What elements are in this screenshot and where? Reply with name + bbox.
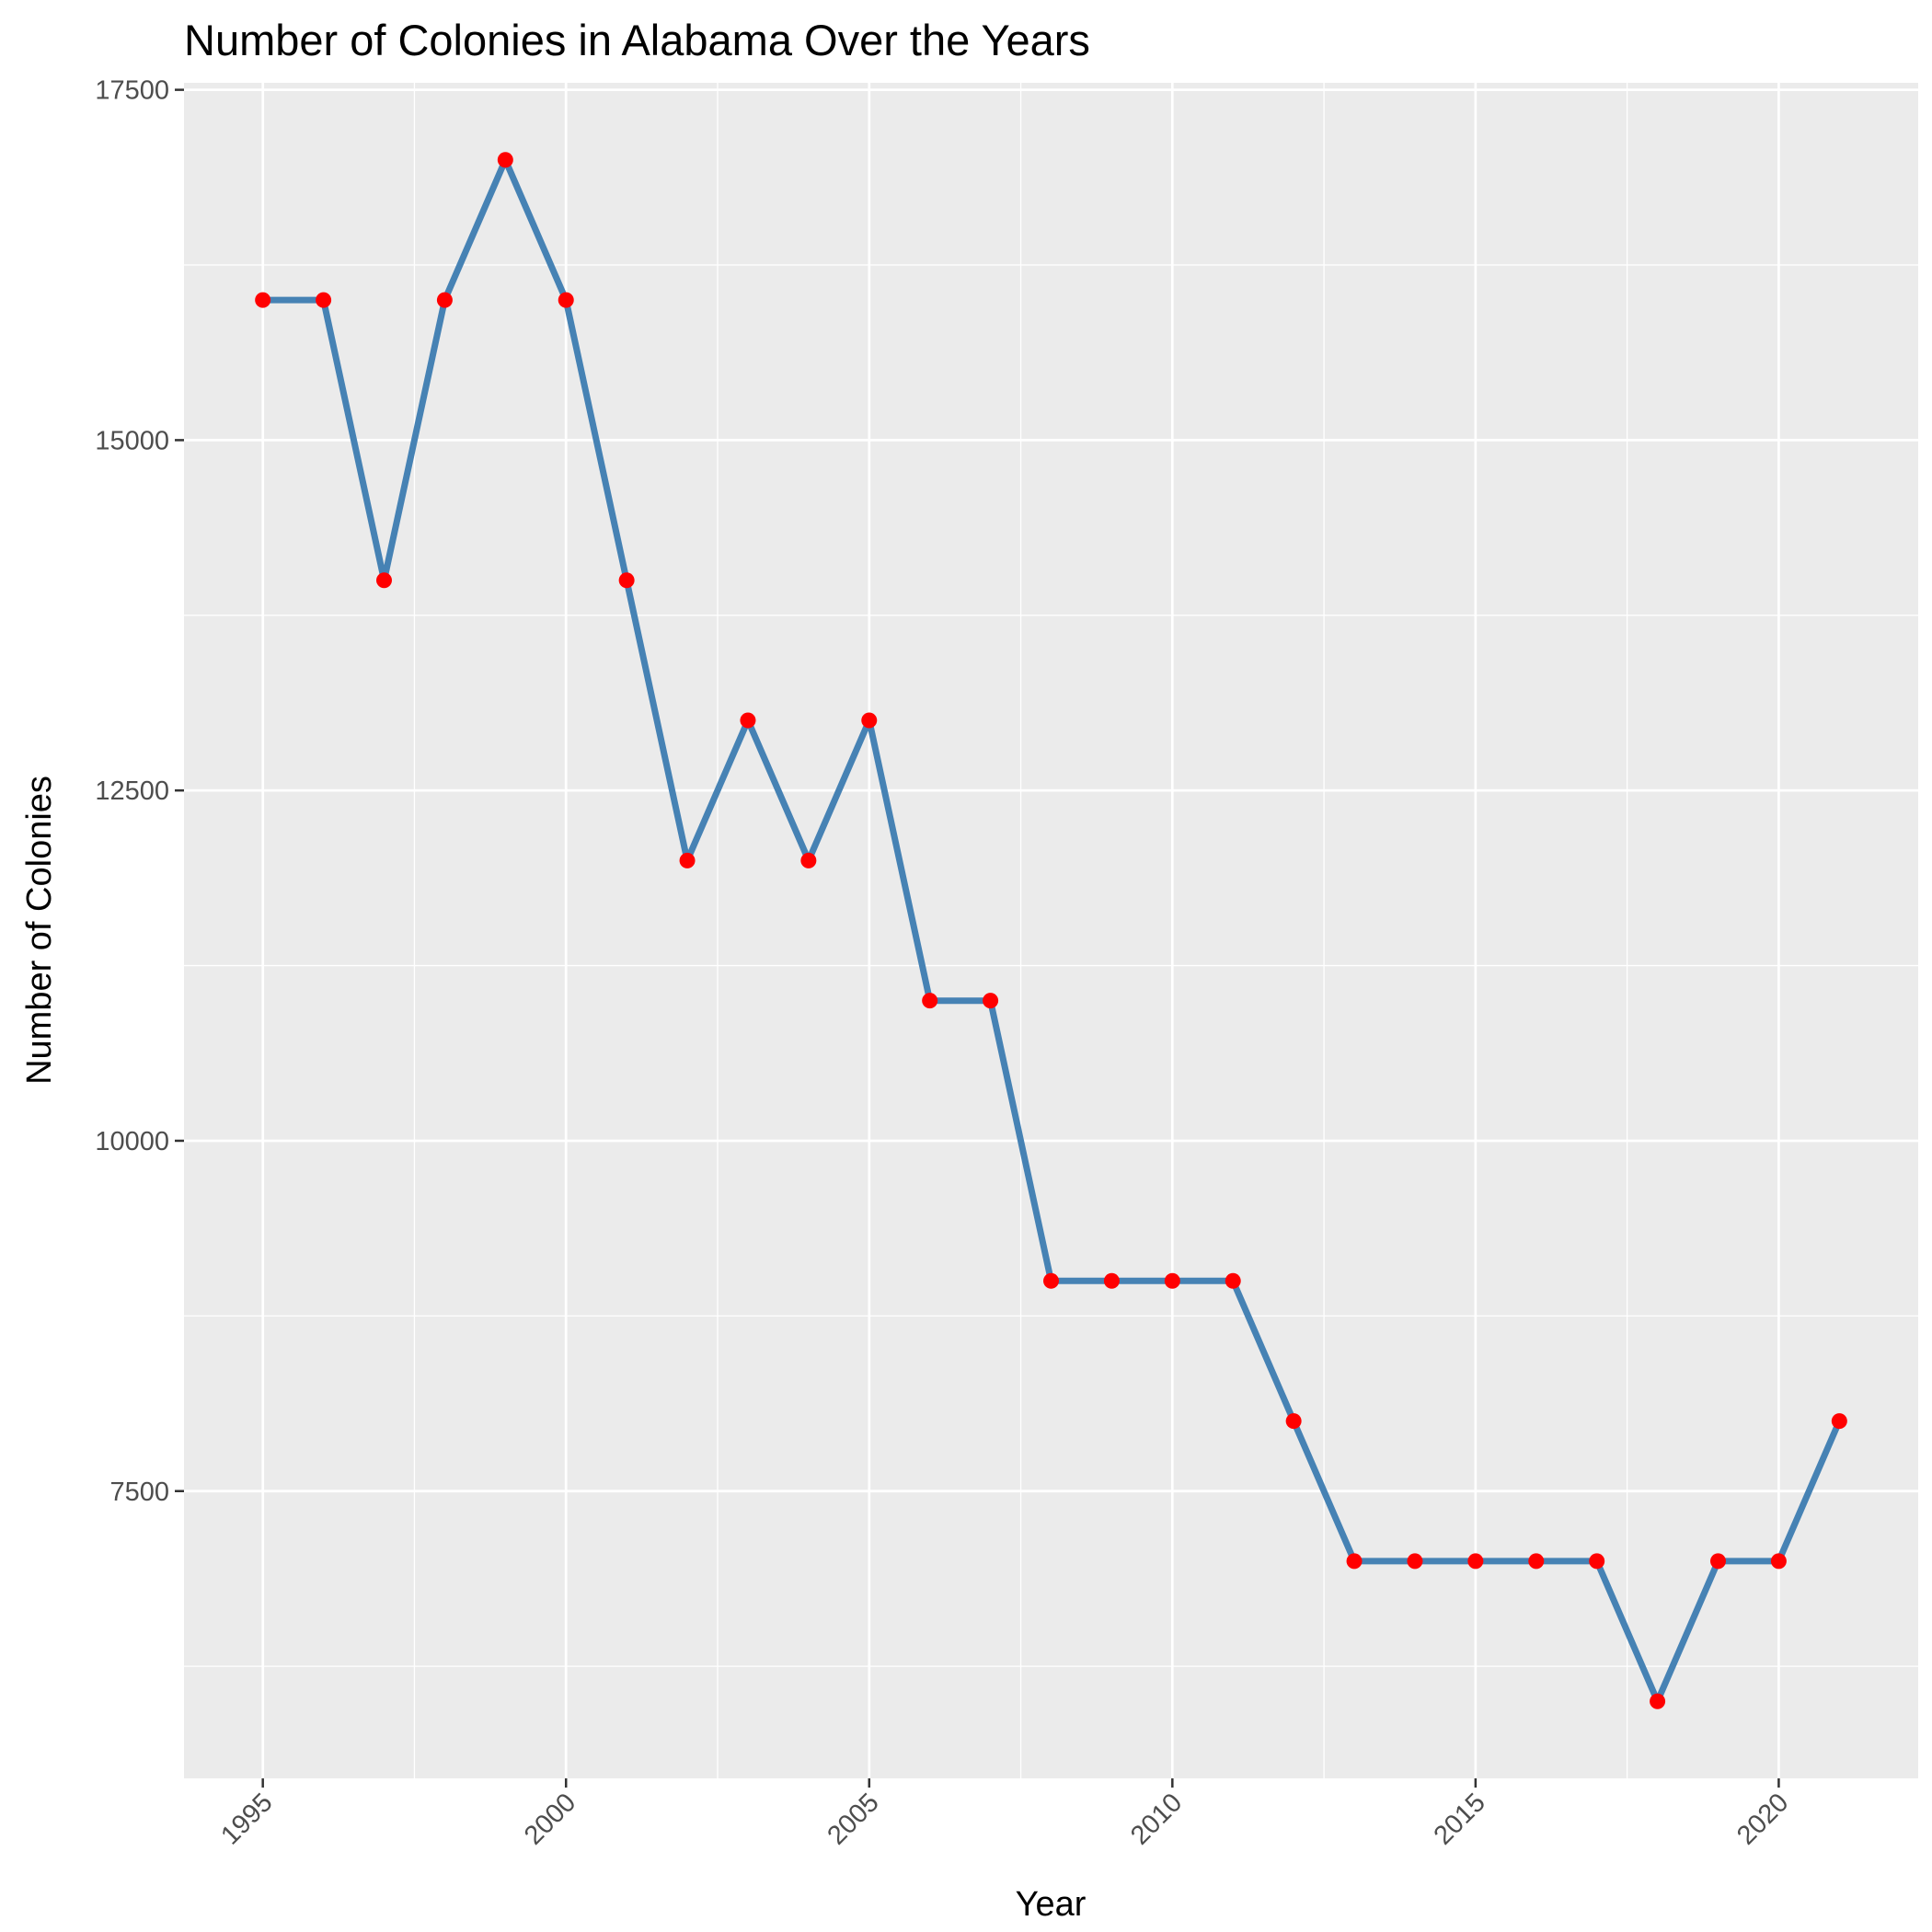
y-axis-title: Number of Colonies xyxy=(20,776,59,1085)
plot-panel xyxy=(184,83,1918,1778)
data-point xyxy=(558,292,574,308)
data-point xyxy=(436,292,453,308)
data-point xyxy=(1346,1553,1363,1570)
axis-ticks xyxy=(175,88,1780,1788)
data-point xyxy=(376,572,392,589)
x-axis-title: Year xyxy=(1016,1885,1087,1924)
data-point xyxy=(255,292,271,308)
data-point xyxy=(679,852,696,868)
y-tick-label: 10000 xyxy=(95,1127,169,1156)
y-tick-label: 17500 xyxy=(95,76,169,106)
data-point xyxy=(922,993,938,1009)
data-point xyxy=(800,852,817,868)
data-point xyxy=(1407,1553,1423,1570)
data-point xyxy=(983,993,999,1009)
data-point xyxy=(861,712,878,729)
data-point xyxy=(1710,1553,1726,1570)
series-points xyxy=(255,152,1847,1709)
y-tick-label: 12500 xyxy=(95,776,169,806)
data-point xyxy=(1528,1553,1545,1570)
x-tick-label: 2005 xyxy=(822,1788,884,1850)
data-point xyxy=(316,292,332,308)
y-tick-label: 7500 xyxy=(109,1478,169,1507)
data-point xyxy=(1103,1272,1120,1289)
minor-grid xyxy=(184,83,1918,1778)
data-point xyxy=(497,152,513,168)
data-point xyxy=(1770,1553,1787,1570)
data-point xyxy=(1589,1553,1605,1570)
data-point xyxy=(1043,1272,1059,1289)
data-point xyxy=(1285,1413,1302,1430)
data-point xyxy=(1831,1413,1847,1430)
data-point xyxy=(740,712,756,729)
chart-title: Number of Colonies in Alabama Over the Y… xyxy=(184,16,1090,64)
data-point xyxy=(1225,1272,1241,1289)
x-tick-label: 2020 xyxy=(1731,1788,1794,1850)
data-point xyxy=(1164,1272,1180,1289)
x-tick-label: 2000 xyxy=(519,1788,581,1850)
x-tick-label: 2015 xyxy=(1429,1788,1491,1850)
major-grid xyxy=(184,83,1918,1778)
data-point xyxy=(1650,1693,1666,1709)
x-tick-label: 2010 xyxy=(1125,1788,1188,1850)
x-tick-label: 1995 xyxy=(215,1788,278,1850)
y-tick-label: 15000 xyxy=(95,426,169,455)
data-point xyxy=(618,572,635,589)
data-point xyxy=(1467,1553,1484,1570)
